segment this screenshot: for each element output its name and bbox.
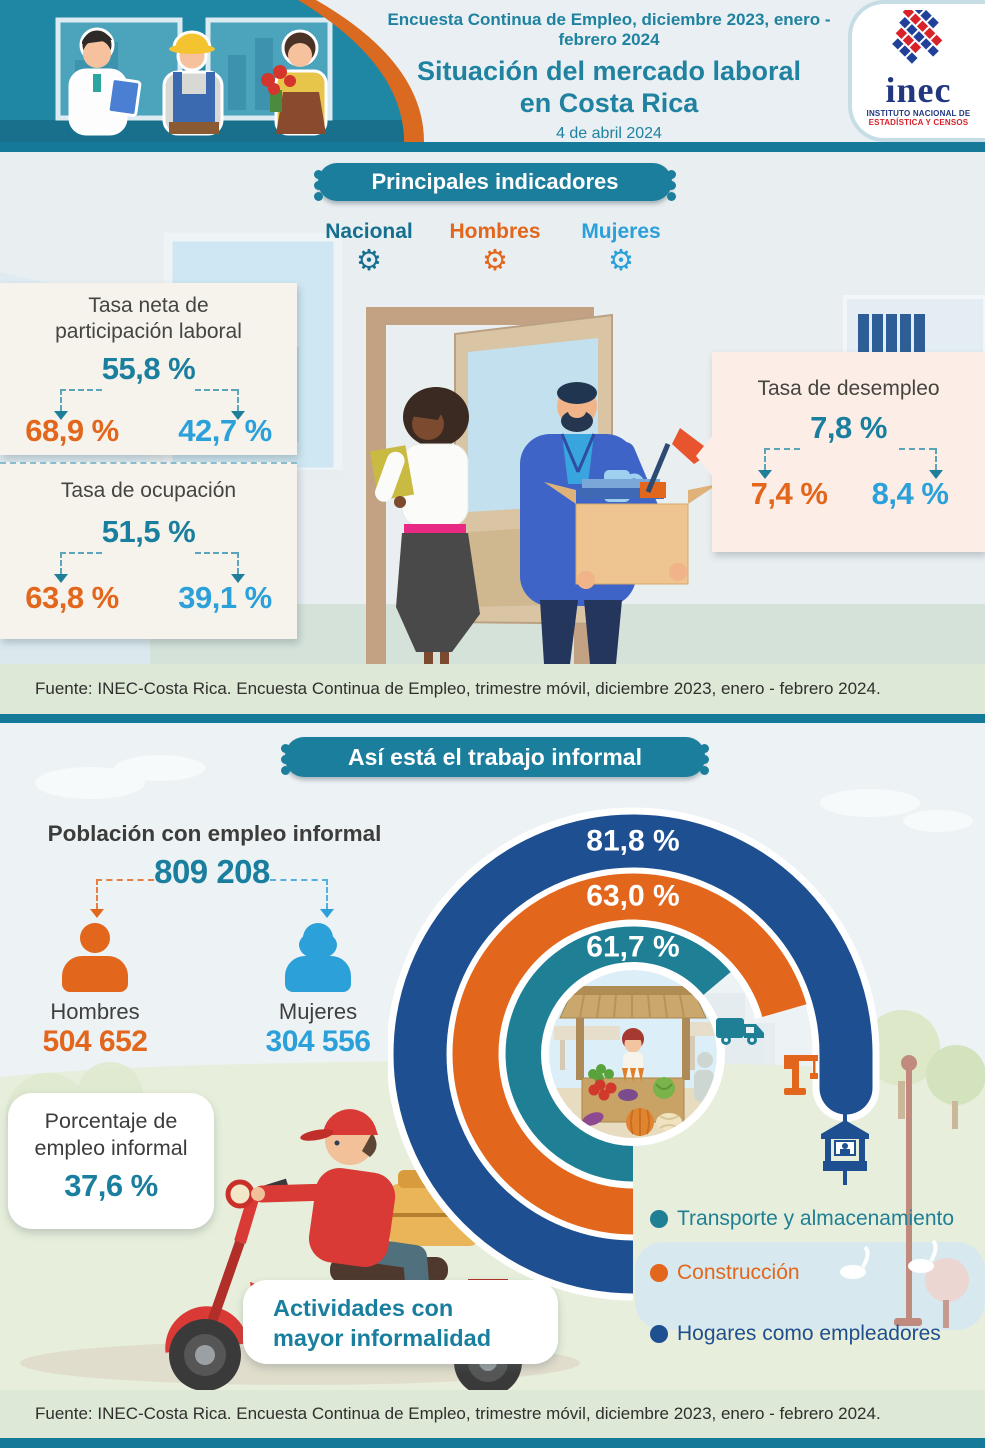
legend-dot-hogares <box>650 1325 668 1343</box>
unemployment-rate-panel: Tasa de desempleo 7,8 % 7,4 % 8,4 % <box>696 352 985 552</box>
arrow-down-icon <box>758 470 772 479</box>
gear-icon: ⚙ <box>482 245 508 277</box>
delivery-scooter-illustration <box>165 1109 522 1390</box>
ring-construccion <box>452 873 807 1235</box>
legend-text-construccion: Construcción <box>677 1261 800 1284</box>
arrow-down-icon <box>320 909 334 918</box>
ring-value-hogares: 81,8 % <box>586 825 679 858</box>
women-label: Mujeres <box>278 999 358 1024</box>
arrow-down-icon <box>54 411 68 420</box>
doctor-figure <box>68 27 142 136</box>
survey-period-text: Encuesta Continua de Empleo, diciembre 2… <box>387 10 831 49</box>
ring-transporte <box>505 926 731 1182</box>
kiosk-icon <box>821 1114 869 1185</box>
legend-label-hombres: Hombres <box>449 220 541 243</box>
inec-org-line2: ESTADÍSTICA Y CENSOS <box>868 118 969 127</box>
publication-date: 4 de abril 2024 <box>556 125 662 142</box>
gear-icon: ⚙ <box>608 245 634 277</box>
section1-banner: Principales indicadores <box>314 163 676 201</box>
crane-icon <box>784 1055 818 1095</box>
section-informal-work: Así está el trabajo informal Población c… <box>0 723 985 1390</box>
ring-value-transporte: 61,7 % <box>586 931 679 964</box>
legend-text-hogares: Hogares como empleadores <box>677 1322 941 1345</box>
participation-rate-panel: Tasa neta de participación laboral 55,8 … <box>0 283 297 455</box>
women-informal-value: 304 556 <box>265 1025 371 1058</box>
unemployment-national-value: 7,8 % <box>810 410 887 445</box>
page-title-line1: Situación del mercado laboral <box>416 56 802 86</box>
occupation-men-value: 63,8 % <box>25 580 119 615</box>
men-label: Hombres <box>50 999 140 1024</box>
divider-strip-middle <box>0 714 985 723</box>
legend-text-transporte: Transporte y almacenamiento <box>677 1207 955 1230</box>
participation-national-value: 55,8 % <box>101 351 196 386</box>
inec-logo-pattern-icon <box>891 0 942 64</box>
divider-strip-bottom <box>0 1438 985 1448</box>
legend-label-mujeres: Mujeres <box>581 220 661 243</box>
swan-icon <box>840 1239 938 1279</box>
builder-figure <box>162 30 224 136</box>
men-informal-value: 504 652 <box>42 1025 148 1058</box>
inec-logo: inec INSTITUTO NACIONAL DE ESTADÍSTICA Y… <box>848 0 985 142</box>
arrow-down-icon <box>231 574 245 583</box>
occupation-title: Tasa de ocupación <box>60 479 237 502</box>
occupation-women-value: 39,1 % <box>178 580 272 615</box>
legend-dot-construccion <box>650 1264 668 1282</box>
woman-figure <box>369 387 480 664</box>
panel-pointer <box>696 436 712 476</box>
ring-hogares <box>393 814 873 1294</box>
participation-men-value: 68,9 % <box>25 413 119 448</box>
informality-ring-chart: 81,8 % 63,0 % 61,7 % <box>388 807 880 1301</box>
divider-strip-top <box>0 142 985 152</box>
arrow-down-icon <box>231 411 245 420</box>
inec-org-line1: INSTITUTO NACIONAL DE <box>866 109 971 118</box>
legend-item-nacional: Nacional ⚙ <box>310 220 428 276</box>
header: Encuesta Continua de Empleo, diciembre 2… <box>0 0 985 142</box>
gear-icon: ⚙ <box>356 245 382 277</box>
occupation-national-value: 51,5 % <box>101 514 196 549</box>
lamp-post <box>906 1068 912 1320</box>
legend-item-construccion: Construcción <box>650 1259 800 1287</box>
legend-label-nacional: Nacional <box>325 220 413 243</box>
man-with-box-figure <box>520 382 718 664</box>
occupation-rate-panel: Tasa de ocupación 51,5 % 63,8 % 39,1 % <box>0 462 297 639</box>
page-title-line2: en Costa Rica <box>519 88 699 118</box>
informal-rate-card: Porcentaje de empleo informal 37,6 % <box>8 1093 214 1229</box>
inec-brand-text: inec <box>885 70 952 110</box>
informal-rate-value: 37,6 % <box>64 1168 158 1203</box>
unemployment-men-value: 7,4 % <box>750 476 828 511</box>
arrow-down-icon <box>90 909 104 918</box>
activities-label: Actividades con mayor informalidad <box>273 1295 492 1351</box>
header-workers-illustration <box>0 0 424 142</box>
informal-rate-title: Porcentaje de empleo informal <box>34 1109 188 1160</box>
ring-value-construccion: 63,0 % <box>586 880 679 913</box>
section2-banner: Así está el trabajo informal <box>281 737 709 777</box>
florist-figure <box>261 29 328 136</box>
arrow-down-icon <box>54 574 68 583</box>
participation-women-value: 42,7 % <box>178 413 272 448</box>
legend-dot-transporte <box>650 1210 668 1228</box>
legend-item-hogares: Hogares como empleadores <box>650 1320 941 1348</box>
header-title-block: Encuesta Continua de Empleo, diciembre 2… <box>368 10 850 143</box>
informal-population-total: 809 208 <box>154 853 270 890</box>
unemployment-women-value: 8,4 % <box>871 476 949 511</box>
activities-label-card: Actividades con mayor informalidad <box>243 1280 558 1364</box>
informal-population-title: Población con empleo informal <box>47 821 382 846</box>
page-title: Situación del mercado laboral en Costa R… <box>368 55 850 119</box>
legend-item-transporte: Transporte y almacenamiento <box>650 1205 954 1233</box>
arrow-down-icon <box>929 470 943 479</box>
truck-icon <box>716 1018 764 1045</box>
indicator-legend: Nacional ⚙ Hombres ⚙ Mujeres ⚙ <box>310 220 680 276</box>
section-main-indicators: Principales indicadores Nacional ⚙ Hombr… <box>0 152 985 664</box>
source-note-2: Fuente: INEC-Costa Rica. Encuesta Contin… <box>0 1390 985 1438</box>
participation-title: Tasa neta de participación laboral <box>55 294 242 343</box>
unemployment-title: Tasa de desempleo <box>757 377 940 400</box>
source-note-1: Fuente: INEC-Costa Rica. Encuesta Contin… <box>0 664 985 714</box>
legend-item-hombres: Hombres ⚙ <box>436 220 554 276</box>
legend-item-mujeres: Mujeres ⚙ <box>562 220 680 276</box>
